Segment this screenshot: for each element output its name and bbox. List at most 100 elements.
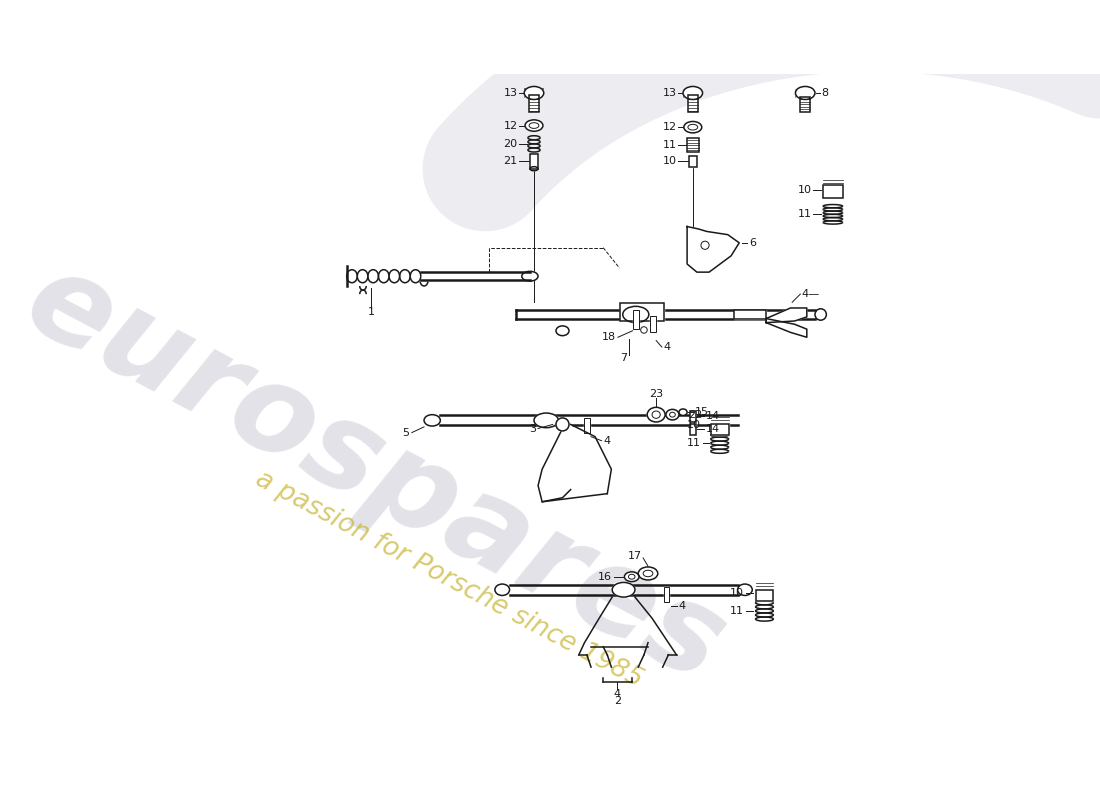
Bar	[688, 95, 697, 112]
Bar	[711, 424, 728, 435]
Ellipse shape	[647, 407, 666, 422]
Circle shape	[556, 418, 569, 431]
Ellipse shape	[670, 412, 675, 417]
Bar	[690, 424, 696, 435]
Ellipse shape	[638, 567, 658, 580]
Text: 4—: 4—	[802, 289, 821, 299]
Bar	[650, 316, 657, 333]
Text: 4: 4	[678, 601, 685, 611]
Ellipse shape	[644, 570, 653, 577]
Bar	[711, 424, 728, 435]
Bar	[688, 138, 698, 153]
Ellipse shape	[688, 124, 697, 130]
Circle shape	[701, 241, 710, 250]
Bar	[801, 97, 810, 112]
Circle shape	[640, 326, 647, 334]
Text: 11: 11	[686, 438, 701, 448]
Text: 22: 22	[688, 410, 702, 420]
Text: 10: 10	[686, 420, 701, 430]
Ellipse shape	[625, 572, 639, 582]
Bar	[823, 185, 843, 198]
Ellipse shape	[666, 410, 679, 420]
Bar	[584, 418, 591, 433]
Ellipse shape	[679, 409, 688, 415]
Text: 17: 17	[627, 551, 641, 562]
Text: 2: 2	[614, 695, 622, 706]
Bar	[664, 587, 669, 602]
Bar	[734, 310, 766, 318]
Bar	[688, 138, 698, 153]
Bar	[756, 590, 773, 601]
Bar	[690, 410, 696, 422]
Ellipse shape	[684, 122, 702, 133]
Bar	[756, 590, 773, 601]
Ellipse shape	[425, 414, 440, 426]
Ellipse shape	[652, 411, 660, 418]
Polygon shape	[766, 308, 806, 322]
Text: a passion for Porsche since 1985: a passion for Porsche since 1985	[251, 466, 647, 693]
Bar	[689, 156, 697, 167]
Text: 1: 1	[367, 307, 375, 317]
Ellipse shape	[628, 574, 635, 579]
Ellipse shape	[815, 309, 826, 320]
Ellipse shape	[525, 120, 543, 131]
Ellipse shape	[525, 86, 543, 99]
Bar	[823, 185, 843, 198]
Text: 3: 3	[529, 423, 537, 434]
Bar	[664, 587, 669, 602]
Text: 4: 4	[663, 342, 671, 352]
Bar	[734, 310, 766, 318]
Text: 10: 10	[798, 185, 812, 195]
Text: 10: 10	[662, 156, 676, 166]
Bar	[530, 154, 538, 169]
Ellipse shape	[495, 584, 509, 595]
Text: 20: 20	[504, 139, 518, 150]
Text: 13: 13	[662, 88, 676, 98]
Text: 13: 13	[504, 88, 518, 98]
Polygon shape	[766, 318, 806, 338]
Ellipse shape	[613, 582, 635, 597]
Ellipse shape	[738, 584, 752, 595]
Bar	[690, 410, 696, 422]
Bar	[689, 156, 697, 167]
Ellipse shape	[521, 271, 538, 281]
Text: 6: 6	[749, 238, 756, 248]
Ellipse shape	[529, 122, 539, 128]
Text: 7: 7	[620, 353, 628, 362]
Bar	[584, 418, 591, 433]
Bar	[619, 303, 664, 321]
Text: 11: 11	[730, 606, 744, 616]
Text: 10: 10	[730, 588, 744, 598]
Ellipse shape	[530, 166, 538, 170]
Ellipse shape	[623, 306, 649, 322]
Text: 4: 4	[614, 689, 622, 699]
Bar	[688, 95, 697, 112]
Text: 12: 12	[504, 121, 518, 130]
Bar	[529, 95, 539, 112]
Text: 14: 14	[706, 411, 721, 422]
Bar	[801, 97, 810, 112]
Bar	[529, 95, 539, 112]
Bar	[632, 310, 639, 329]
Polygon shape	[688, 226, 739, 272]
Ellipse shape	[556, 326, 569, 336]
Ellipse shape	[534, 413, 559, 428]
Ellipse shape	[795, 86, 815, 99]
Text: 4: 4	[603, 436, 611, 446]
Bar	[632, 310, 639, 329]
Text: 23: 23	[649, 390, 663, 399]
Bar	[690, 424, 696, 435]
Bar	[530, 154, 538, 169]
Text: 14: 14	[706, 424, 721, 434]
Text: 18: 18	[602, 332, 616, 342]
Polygon shape	[538, 425, 612, 502]
Bar	[650, 316, 657, 333]
Ellipse shape	[683, 86, 703, 99]
Text: 5: 5	[403, 427, 409, 438]
Text: eurospares: eurospares	[7, 240, 744, 706]
Text: 21: 21	[504, 156, 518, 166]
Text: 15: 15	[694, 407, 708, 418]
Bar	[619, 303, 664, 321]
Text: 11: 11	[662, 140, 676, 150]
Text: 16: 16	[598, 572, 613, 582]
